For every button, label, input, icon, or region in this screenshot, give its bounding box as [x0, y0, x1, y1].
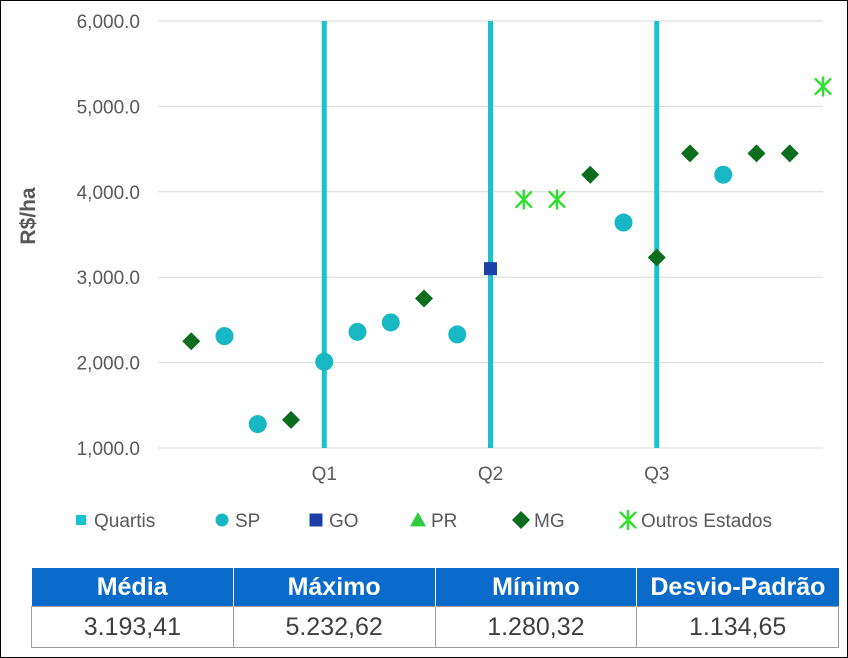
- quartile-label: Q1: [312, 464, 337, 485]
- stats-header-row: Média Máximo Mínimo Desvio-Padrão: [31, 568, 839, 607]
- data-point: [814, 76, 832, 97]
- legend-label: PR: [431, 511, 457, 532]
- y-tick-label: 4,000.0: [77, 183, 140, 204]
- data-point: [681, 144, 699, 163]
- data-point: [614, 213, 633, 232]
- legend-label: Quartis: [94, 511, 155, 532]
- scatter-chart: 1,000.0 2,000.0 3,000.0 4,000.0 5,000.0 6,000…: [17, 12, 832, 532]
- data-points: [182, 76, 832, 434]
- stats-value-stddev: 1.134,65: [636, 606, 839, 648]
- legend-marker: [76, 515, 86, 525]
- quartile-label: Q2: [478, 464, 503, 485]
- stats-header-stddev: Desvio-Padrão: [636, 568, 839, 607]
- data-point: [381, 313, 400, 332]
- data-point: [348, 322, 367, 341]
- data-point: [484, 262, 497, 276]
- stats-header-mean: Média: [31, 568, 234, 607]
- data-point: [315, 352, 334, 371]
- legend-label: GO: [329, 511, 359, 532]
- y-axis-ticks: 1,000.0 2,000.0 3,000.0 4,000.0 5,000.0 6,000…: [77, 12, 140, 460]
- legend: Quartis SP GO PR MG Outros Estados: [76, 509, 772, 532]
- data-point: [248, 415, 267, 434]
- data-point: [780, 144, 799, 163]
- stats-value-max: 5.232,62: [232, 606, 436, 648]
- y-tick-label: 2,000.0: [77, 354, 140, 375]
- data-point: [548, 189, 566, 210]
- stats-table: Média Máximo Mínimo Desvio-Padrão 3.193,…: [31, 568, 839, 648]
- legend-label: MG: [534, 511, 565, 532]
- y-tick-label: 5,000.0: [77, 97, 140, 118]
- data-point: [182, 332, 201, 351]
- data-point: [747, 144, 766, 163]
- data-point: [714, 165, 733, 184]
- legend-label: SP: [235, 511, 260, 532]
- data-point: [282, 410, 300, 429]
- data-point: [448, 325, 467, 344]
- legend-marker: [619, 509, 637, 531]
- stats-header-min: Mínimo: [435, 568, 638, 607]
- legend-label: Outros Estados: [641, 511, 772, 532]
- data-point: [515, 189, 533, 210]
- y-tick-label: 1,000.0: [77, 439, 140, 460]
- legend-marker: [512, 511, 530, 529]
- y-tick-label: 6,000.0: [77, 12, 140, 33]
- data-point: [647, 248, 666, 267]
- y-axis-label: R$/ha: [17, 187, 40, 245]
- legend-marker: [309, 513, 323, 527]
- stats-value-min: 1.280,32: [434, 606, 638, 648]
- legend-marker: [410, 512, 426, 527]
- y-tick-label: 3,000.0: [77, 268, 140, 289]
- data-point: [581, 165, 600, 184]
- stats-header-max: Máximo: [233, 568, 436, 607]
- stats-value-mean: 3.193,41: [31, 606, 234, 648]
- stats-value-row: 3.193,41 5.232,62 1.280,32 1.134,65: [31, 606, 839, 648]
- quartile-label: Q3: [644, 464, 669, 485]
- data-point: [415, 289, 433, 308]
- legend-marker: [215, 513, 229, 527]
- quartile-lines: Q1 Q2 Q3: [312, 21, 669, 485]
- data-point: [215, 327, 234, 346]
